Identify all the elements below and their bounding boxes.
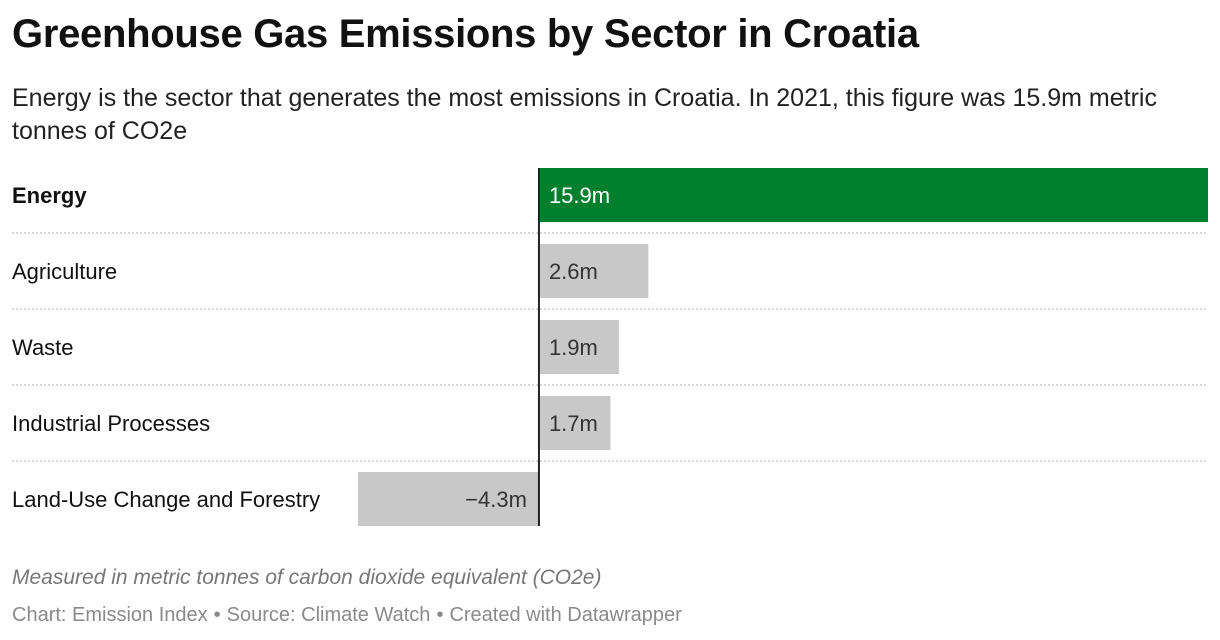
- bar: [538, 320, 619, 374]
- category-label: Industrial Processes: [12, 411, 210, 436]
- value-label: 1.9m: [549, 335, 598, 360]
- value-label: 1.7m: [549, 411, 598, 436]
- footer-source: Source: Climate Watch: [226, 604, 431, 626]
- category-label: Land-Use Change and Forestry: [12, 487, 320, 512]
- value-label: 2.6m: [549, 259, 598, 284]
- category-label: Agriculture: [12, 259, 117, 284]
- value-label: −4.3m: [465, 487, 527, 512]
- footer-chart-credit: Chart: Emission Index: [12, 604, 208, 626]
- chart-footer: Chart: Emission Index • Source: Climate Wa…: [12, 604, 682, 627]
- bar: [538, 244, 649, 298]
- footer-separator: •: [436, 604, 444, 626]
- category-label: Waste: [12, 335, 74, 360]
- chart-notes: Measured in metric tonnes of carbon diox…: [12, 566, 602, 589]
- bar-chart: Energy 15.9m Agriculture 2.6m Waste 1.9m Indus…: [12, 168, 1208, 526]
- bar: [358, 472, 539, 526]
- chart-title: Greenhouse Gas Emissions by Sector in Cr…: [12, 12, 919, 56]
- bar: [538, 168, 1208, 222]
- category-label: Energy: [12, 183, 87, 208]
- bar: [538, 396, 611, 450]
- footer-separator: •: [213, 604, 221, 626]
- chart-subtitle: Energy is the sector that generates the …: [12, 84, 1157, 145]
- value-label: 15.9m: [549, 183, 610, 208]
- footer-created-with: Created with Datawrapper: [449, 604, 682, 626]
